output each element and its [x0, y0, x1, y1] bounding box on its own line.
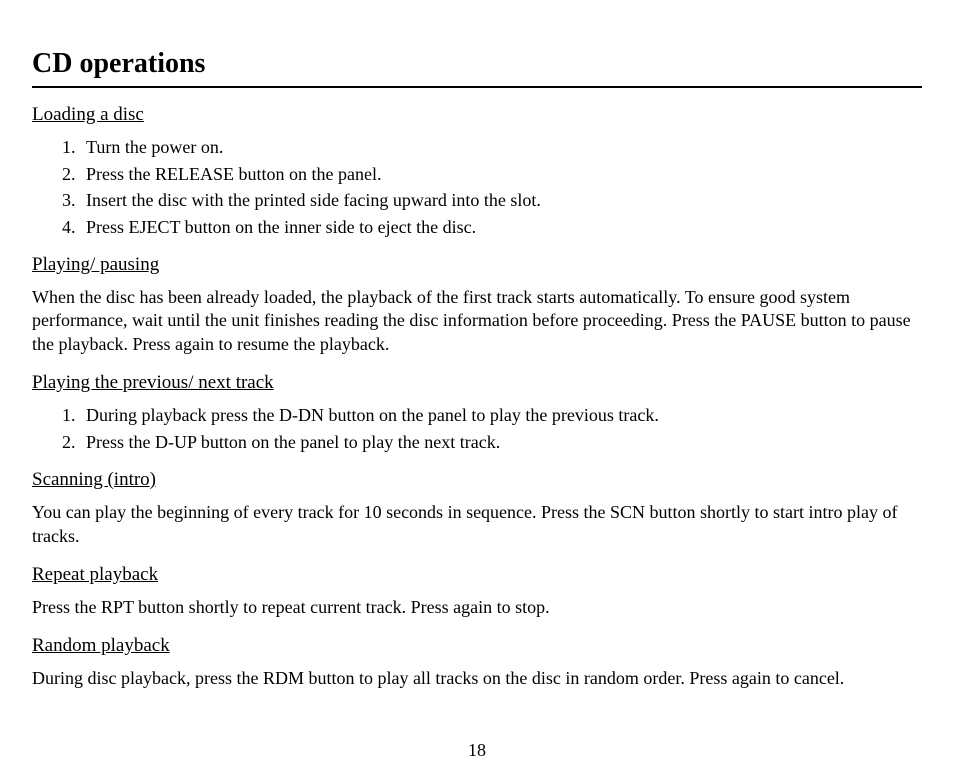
list-item: Press EJECT button on the inner side to …	[80, 216, 922, 239]
body-text-playing-pausing: When the disc has been already loaded, t…	[32, 286, 922, 356]
list-item: Press the RELEASE button on the panel.	[80, 163, 922, 186]
section-heading-scanning: Scanning (intro)	[32, 469, 922, 491]
body-text-random: During disc playback, press the RDM butt…	[32, 667, 922, 690]
section-heading-loading: Loading a disc	[32, 104, 922, 126]
list-item: Turn the power on.	[80, 136, 922, 159]
loading-steps: Turn the power on. Press the RELEASE but…	[32, 136, 922, 238]
section-heading-random: Random playback	[32, 635, 922, 657]
title-rule	[32, 86, 922, 88]
section-heading-playing-pausing: Playing/ pausing	[32, 254, 922, 276]
section-heading-repeat: Repeat playback	[32, 564, 922, 586]
body-text-repeat: Press the RPT button shortly to repeat c…	[32, 596, 922, 619]
list-item: Insert the disc with the printed side fa…	[80, 189, 922, 212]
list-item: During playback press the D-DN button on…	[80, 404, 922, 427]
list-item: Press the D-UP button on the panel to pl…	[80, 431, 922, 454]
page-number: 18	[0, 740, 954, 761]
prev-next-steps: During playback press the D-DN button on…	[32, 404, 922, 453]
page-title: CD operations	[32, 48, 922, 80]
section-heading-prev-next: Playing the previous/ next track	[32, 372, 922, 394]
body-text-scanning: You can play the beginning of every trac…	[32, 501, 922, 548]
page: CD operations Loading a disc Turn the po…	[0, 0, 954, 781]
